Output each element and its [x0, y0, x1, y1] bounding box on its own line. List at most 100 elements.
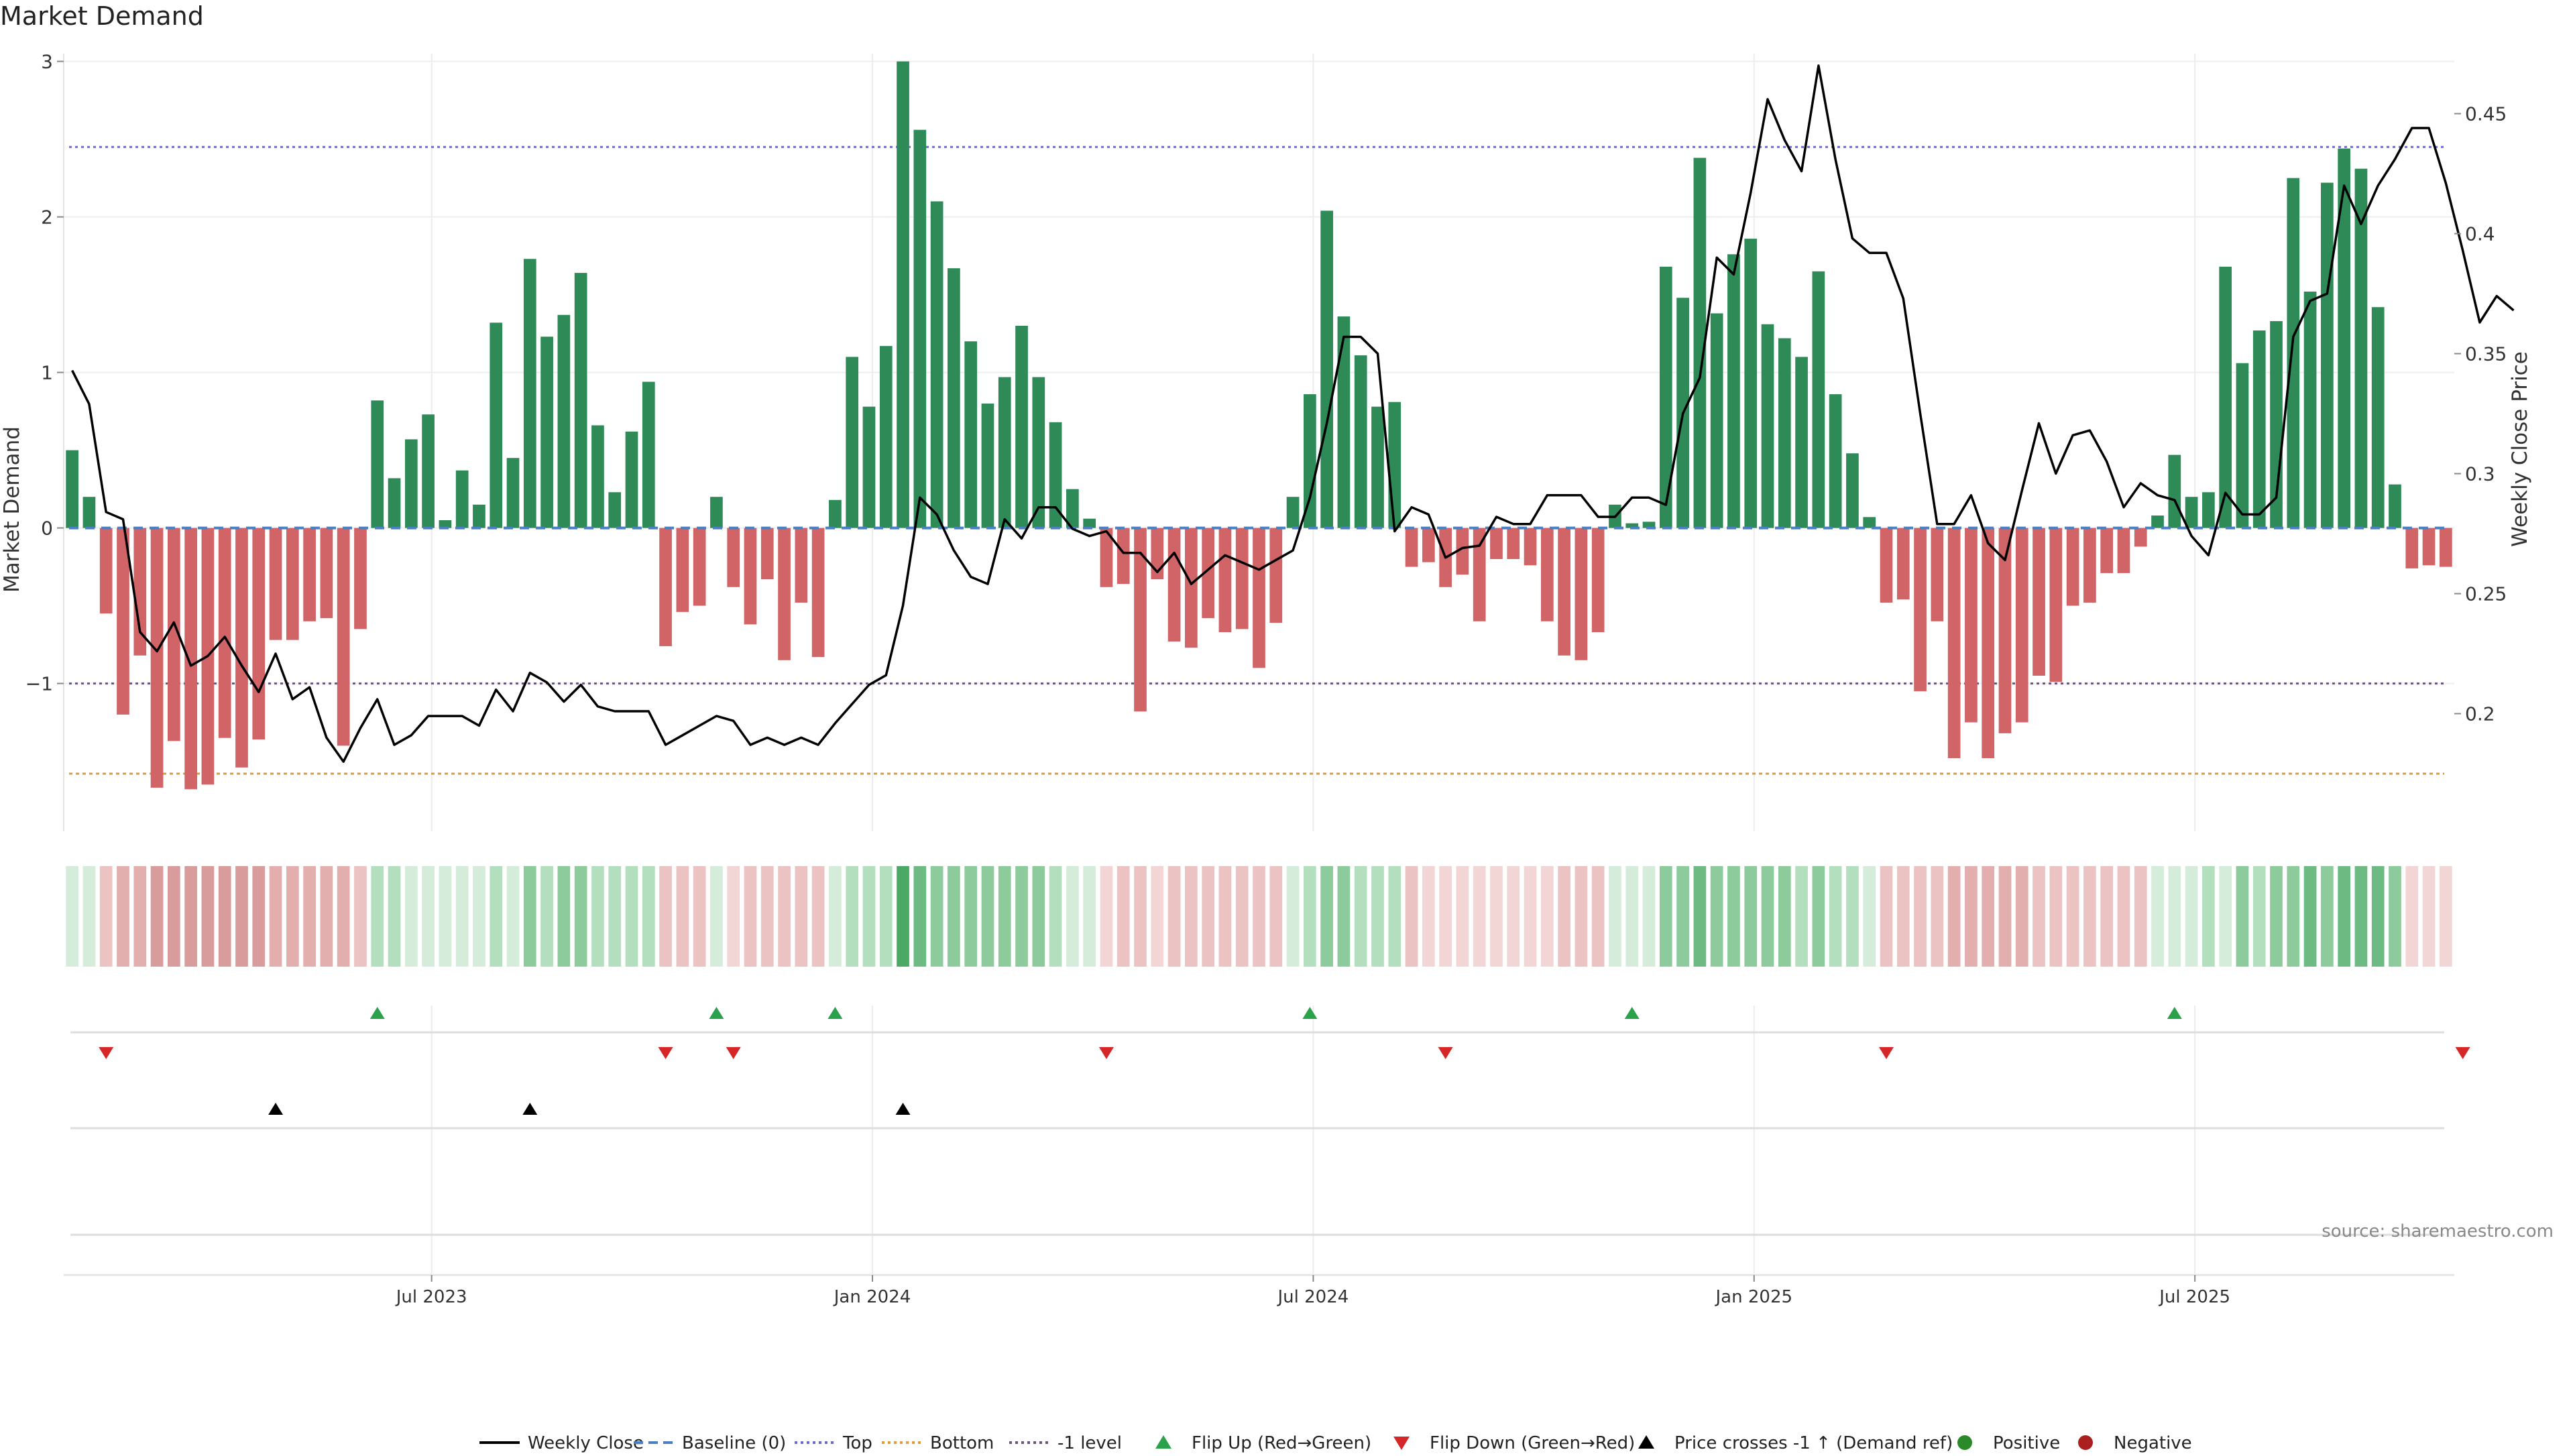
heat-strip-cell [1795, 866, 1808, 967]
demand-bar [2100, 528, 2114, 573]
demand-bar [150, 528, 164, 788]
demand-bar [1829, 394, 1842, 528]
heat-strip-cell [2185, 866, 2198, 967]
heat-strip-cell [727, 866, 740, 967]
heat-strip-cell [1032, 866, 1045, 967]
demand-bar [540, 337, 553, 528]
heat-strip-cell [744, 866, 757, 967]
heat-strip-cell [2287, 866, 2300, 967]
heat-strip-cell [150, 866, 164, 967]
heat-strip-cell [625, 866, 638, 967]
heat-strip-cell [1490, 866, 1503, 967]
demand-bar [252, 528, 266, 740]
flip-up-marker [1624, 1007, 1640, 1019]
heat-strip-cell [1880, 866, 1893, 967]
heat-strip-cell [2151, 866, 2164, 967]
heat-strip-cell [2033, 866, 2045, 967]
demand-bar [1371, 406, 1384, 528]
heat-strip-cell [829, 866, 842, 967]
demand-bar [1710, 313, 1723, 528]
heat-strip-cell [1693, 866, 1707, 967]
demand-bar [998, 377, 1011, 528]
demand-bar [625, 431, 638, 528]
heat-strip-cell [1778, 866, 1791, 967]
page-title: Market Demand [0, 1, 204, 31]
demand-bar [2134, 528, 2147, 547]
left-tick-label: 2 [41, 206, 53, 229]
heat-strip-cell [490, 866, 503, 967]
demand-bar [1269, 528, 1283, 623]
heat-strip-cell [218, 866, 231, 967]
demand-bar [778, 528, 791, 660]
heat-strip-cell [455, 866, 469, 967]
demand-bar [1778, 338, 1791, 528]
legend-circle-icon [1957, 1435, 1972, 1450]
legend-label: Flip Down (Green→Red) [1430, 1433, 1635, 1453]
demand-bar [506, 458, 520, 528]
heat-strip-cell [642, 866, 655, 967]
demand-bar [1388, 402, 1401, 528]
demand-bar [1015, 326, 1028, 528]
heat-strip-cell [811, 866, 825, 967]
heat-strip-cell [846, 866, 859, 967]
heat-strip-cell [1642, 866, 1656, 967]
heat-strip-cell [2371, 866, 2385, 967]
demand-bar [913, 129, 927, 528]
flip-down-marker [2455, 1047, 2470, 1059]
demand-bar [235, 528, 248, 768]
heat-strip-cell [99, 866, 113, 967]
heat-strip-cell [1744, 866, 1758, 967]
legend-item: Price crosses -1 ↑ (Demand ref) [1638, 1433, 1953, 1453]
demand-bar [1354, 355, 1367, 528]
demand-bar [99, 528, 113, 614]
flip-up-marker [709, 1007, 724, 1019]
heat-strip-cell [1253, 866, 1265, 967]
heat-strip-cell [1100, 866, 1113, 967]
heat-strip-cell [1931, 866, 1944, 967]
demand-bar [1575, 528, 1588, 660]
heat-strip-cell [2354, 866, 2368, 967]
heat-strip-cell [659, 866, 672, 967]
heat-strip-cell [473, 866, 485, 967]
heat-strip-cell [1083, 866, 1096, 967]
heat-strip-cell [2202, 866, 2215, 967]
legend-triangle-down-icon [1393, 1437, 1410, 1450]
demand-bar [2422, 528, 2436, 566]
demand-bar [879, 346, 893, 528]
demand-bar [439, 520, 452, 528]
heat-strip-cell [862, 866, 876, 967]
legend-label: Weekly Close [528, 1433, 644, 1453]
heat-strip-cell [1049, 866, 1062, 967]
heat-strip-cell [1405, 866, 1418, 967]
heat-strip-cell [286, 866, 299, 967]
heat-strip-cell [1269, 866, 1283, 967]
heat-strip-cell [2236, 866, 2249, 967]
right-tick-label: 0.45 [2465, 103, 2507, 125]
demand-bar [320, 528, 333, 619]
heat-strip-cell [1965, 866, 1978, 967]
demand-bar [337, 528, 350, 746]
demand-bar [811, 528, 825, 658]
left-axis-title: Market Demand [0, 426, 24, 593]
heat-strip-cell [2405, 866, 2419, 967]
heat-strip-cell [167, 866, 180, 967]
demand-bar [1558, 528, 1570, 656]
demand-bar [964, 341, 978, 528]
heat-strip-cell [1829, 866, 1842, 967]
heat-strip-cell [133, 866, 147, 967]
demand-bar [795, 528, 808, 603]
heat-strip-cell [2168, 866, 2181, 967]
demand-bar [2117, 528, 2130, 573]
legend-item: Bottom [882, 1433, 994, 1453]
heat-strip-cell [1473, 866, 1486, 967]
demand-bar [1931, 528, 1944, 621]
heat-strip-cell [1117, 866, 1130, 967]
demand-bar [1490, 528, 1503, 559]
demand-bar [2303, 291, 2317, 528]
heat-strip-cell [388, 866, 401, 967]
heat-strip-cell [1710, 866, 1723, 967]
demand-bar [404, 439, 418, 528]
demand-bar [371, 400, 384, 528]
demand-bar [2066, 528, 2079, 606]
heat-strip-cell [337, 866, 350, 967]
